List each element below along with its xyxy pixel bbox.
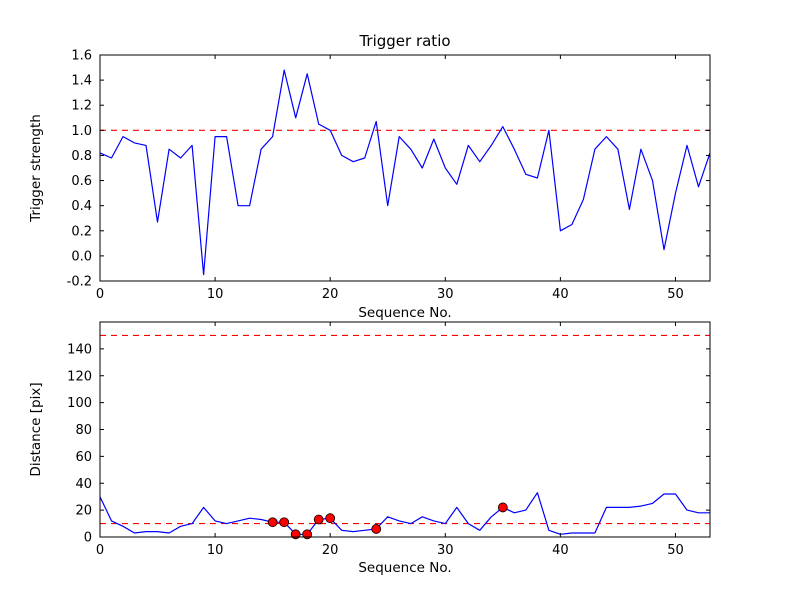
- y-tick-label: 20: [75, 504, 92, 519]
- y-tick-label: 1.2: [71, 99, 92, 114]
- trigger-points-marker: [371, 524, 382, 534]
- y-tick-label: 0: [84, 531, 92, 546]
- y-tick-label: 40: [75, 477, 92, 492]
- x-tick-label: 40: [552, 287, 569, 302]
- y-tick-label: 1.6: [71, 49, 92, 64]
- trigger-points-marker: [497, 502, 508, 513]
- y-tick-label: 0.8: [71, 149, 92, 164]
- trigger-points-marker: [279, 517, 290, 528]
- trigger-points-marker: [313, 514, 324, 525]
- y-tick-label: 1.4: [71, 74, 92, 89]
- y-tick-label: 1.0: [71, 124, 92, 139]
- x-tick-label: 40: [552, 543, 569, 558]
- subplot-1: 0 10 20 30 40 50 -0.2 0.0 0.2 0.4 0.6 0.8 1.0 1.2 1.4 1…: [28, 32, 711, 321]
- y-tick-label: 60: [75, 450, 92, 465]
- subplot-2: 0 10 20 30 40 50 0 20 40 60 80 100 120 140 Sequence No…: [28, 321, 711, 576]
- y-tick-label: 80: [75, 423, 92, 438]
- chart-title: Trigger ratio: [358, 32, 450, 50]
- x-tick-label: 0: [96, 543, 104, 558]
- y-axis-label: Trigger strength: [28, 114, 44, 223]
- x-tick-label: 50: [667, 543, 684, 558]
- y-tick-label: -0.2: [67, 275, 92, 290]
- x-tick-label: 0: [96, 287, 104, 302]
- y-tick-label: 0.0: [71, 249, 92, 264]
- x-tick-label: 10: [207, 543, 224, 558]
- trigger-points-marker: [325, 513, 336, 524]
- y-tick-label: 100: [67, 396, 92, 411]
- x-axis-label: Sequence No.: [358, 305, 451, 321]
- series-trigger-strength: [99, 69, 711, 276]
- x-tick-label: 10: [207, 287, 224, 302]
- x-tick-label: 20: [322, 543, 339, 558]
- y-axis-label: Distance [pix]: [28, 382, 44, 476]
- x-tick-label: 30: [437, 543, 454, 558]
- y-tick-label: 120: [67, 369, 92, 384]
- x-tick-label: 20: [322, 287, 339, 302]
- y-tick-label: 0.6: [71, 174, 92, 189]
- trigger-points-marker: [267, 517, 278, 528]
- y-tick-label: 140: [67, 342, 92, 357]
- series-distance: [99, 492, 710, 535]
- y-tick-label: 0.4: [71, 199, 92, 214]
- plot-frame: [99, 54, 711, 282]
- x-axis-label: Sequence No.: [358, 560, 451, 576]
- x-tick-label: 30: [437, 287, 454, 302]
- x-tick-label: 50: [667, 287, 684, 302]
- y-tick-label: 0.2: [71, 224, 92, 239]
